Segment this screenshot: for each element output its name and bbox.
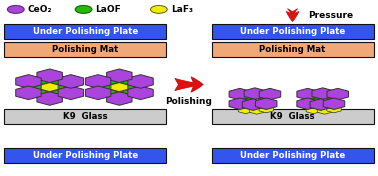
Circle shape <box>8 6 24 13</box>
Polygon shape <box>107 69 132 83</box>
Text: LaOF: LaOF <box>96 5 121 14</box>
Polygon shape <box>257 99 272 105</box>
Bar <box>212 42 373 57</box>
Polygon shape <box>58 86 84 100</box>
Polygon shape <box>59 84 77 90</box>
Polygon shape <box>297 88 318 100</box>
Circle shape <box>150 6 167 13</box>
Polygon shape <box>92 84 110 90</box>
Polygon shape <box>119 76 133 85</box>
Bar <box>5 24 166 39</box>
Polygon shape <box>323 98 345 109</box>
Polygon shape <box>106 76 119 85</box>
Text: Under Polishing Plate: Under Polishing Plate <box>240 151 345 160</box>
Polygon shape <box>244 88 266 99</box>
Bar <box>5 42 166 57</box>
Polygon shape <box>312 88 333 99</box>
Text: Pressure: Pressure <box>308 11 353 20</box>
Polygon shape <box>111 83 128 92</box>
Polygon shape <box>229 98 251 109</box>
Polygon shape <box>37 69 62 83</box>
Polygon shape <box>325 99 340 105</box>
Polygon shape <box>36 76 50 85</box>
Polygon shape <box>37 92 62 105</box>
Text: Polishing Mat: Polishing Mat <box>52 45 119 54</box>
Text: Polishing: Polishing <box>166 98 212 106</box>
Text: CeO₂: CeO₂ <box>28 5 52 14</box>
Text: LaF₃: LaF₃ <box>171 5 193 14</box>
Polygon shape <box>128 86 153 100</box>
Bar <box>5 109 166 124</box>
Polygon shape <box>297 98 318 109</box>
Polygon shape <box>249 106 264 114</box>
Text: K9  Glass: K9 Glass <box>270 112 315 121</box>
Polygon shape <box>310 99 332 110</box>
Polygon shape <box>238 106 253 114</box>
Polygon shape <box>50 76 63 85</box>
Bar <box>212 109 373 124</box>
Polygon shape <box>259 105 273 113</box>
Polygon shape <box>310 98 325 104</box>
Polygon shape <box>327 105 341 113</box>
Text: K9  Glass: K9 Glass <box>63 112 108 121</box>
Polygon shape <box>119 90 133 98</box>
Bar <box>212 148 373 163</box>
Polygon shape <box>128 75 153 88</box>
Text: Under Polishing Plate: Under Polishing Plate <box>33 151 138 160</box>
Polygon shape <box>259 88 281 100</box>
Bar <box>212 24 373 39</box>
Polygon shape <box>229 88 251 100</box>
Polygon shape <box>327 88 349 100</box>
Polygon shape <box>256 98 277 109</box>
Text: Polishing Mat: Polishing Mat <box>259 45 326 54</box>
Polygon shape <box>106 90 119 98</box>
Polygon shape <box>85 75 111 88</box>
Circle shape <box>75 6 92 13</box>
Polygon shape <box>129 84 146 90</box>
Polygon shape <box>107 92 132 105</box>
Polygon shape <box>318 106 332 114</box>
Polygon shape <box>41 83 58 92</box>
Polygon shape <box>16 86 41 100</box>
Polygon shape <box>58 75 84 88</box>
Polygon shape <box>306 106 321 114</box>
Polygon shape <box>50 90 63 98</box>
Bar <box>5 148 166 163</box>
Polygon shape <box>242 98 257 104</box>
Text: Under Polishing Plate: Under Polishing Plate <box>240 27 345 36</box>
Polygon shape <box>242 99 264 110</box>
Polygon shape <box>16 75 41 88</box>
Polygon shape <box>85 86 111 100</box>
Polygon shape <box>23 84 40 90</box>
Polygon shape <box>36 90 50 98</box>
Text: Under Polishing Plate: Under Polishing Plate <box>33 27 138 36</box>
